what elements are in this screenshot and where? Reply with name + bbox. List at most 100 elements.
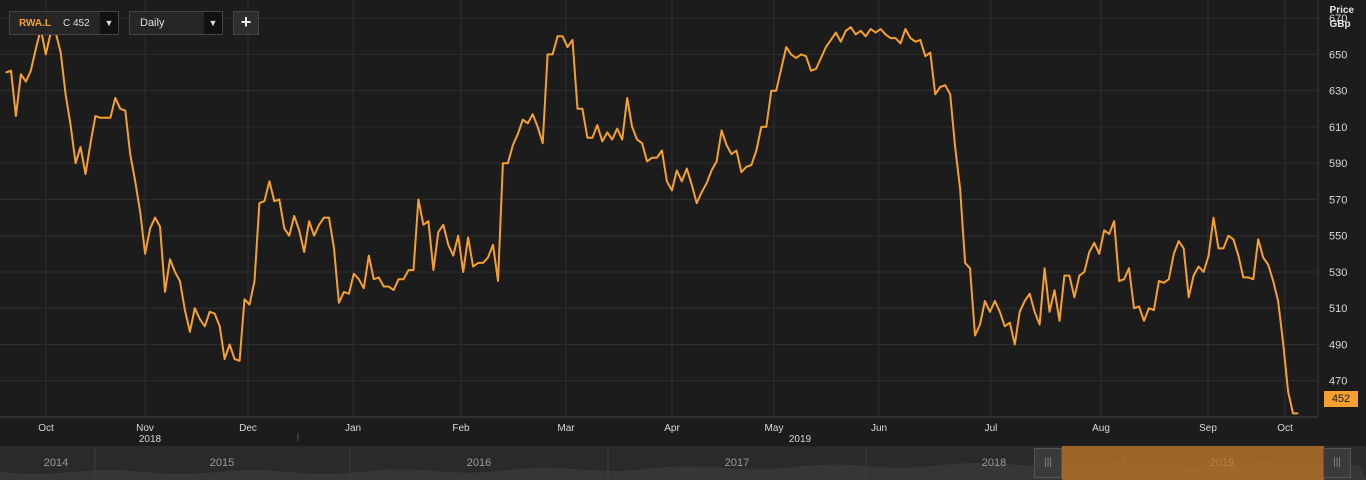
data-point <box>596 124 598 126</box>
data-point <box>1108 233 1110 235</box>
data-point <box>154 217 156 219</box>
x-tick-label: Mar <box>557 423 575 434</box>
x-tick-label: Sep <box>1199 423 1217 434</box>
x-year-label: 2019 <box>789 434 812 445</box>
data-point <box>139 211 141 213</box>
data-point <box>1039 323 1041 326</box>
data-point <box>576 108 579 110</box>
data-point <box>611 139 613 141</box>
range-handle-right[interactable]: ||| <box>1323 448 1351 478</box>
data-point <box>542 142 544 144</box>
data-point <box>1267 264 1269 266</box>
data-point <box>1163 282 1165 284</box>
data-point <box>939 86 941 88</box>
chevron-down-icon[interactable]: ▼ <box>100 12 118 34</box>
x-tick-label: Jun <box>871 423 887 434</box>
data-point <box>875 31 877 34</box>
y-tick-label: 670 <box>1329 13 1347 25</box>
data-point <box>765 126 767 128</box>
y-axis-unit: Price GBp <box>1330 4 1354 32</box>
data-point <box>452 255 454 257</box>
add-button[interactable]: + <box>233 11 259 35</box>
data-point <box>477 262 479 264</box>
data-point <box>1242 276 1244 278</box>
data-point <box>1148 307 1150 309</box>
data-point <box>979 323 981 326</box>
data-point <box>845 30 847 32</box>
data-point <box>1183 247 1185 249</box>
data-point <box>691 184 693 186</box>
data-point <box>10 70 12 72</box>
data-point <box>313 235 315 237</box>
data-point <box>472 265 474 268</box>
data-point <box>914 41 917 43</box>
data-point <box>502 162 504 164</box>
data-point <box>850 26 852 28</box>
data-point <box>894 37 897 39</box>
selected-range[interactable] <box>1062 446 1324 480</box>
data-point <box>706 182 708 184</box>
data-point <box>1024 300 1026 302</box>
data-point <box>1143 320 1145 322</box>
range-navigator[interactable]: 201420152016201720182019 ||| ||| <box>0 446 1366 480</box>
data-point <box>1014 343 1016 346</box>
data-point <box>562 35 564 37</box>
data-point <box>581 108 584 110</box>
data-point <box>994 300 996 302</box>
data-point <box>15 115 17 117</box>
data-point <box>740 171 743 173</box>
data-point <box>79 146 82 148</box>
data-point <box>363 287 365 289</box>
data-point <box>855 33 857 36</box>
data-point <box>298 229 300 231</box>
data-point <box>989 311 991 313</box>
navigator-year-label: 2018 <box>982 457 1006 469</box>
data-point <box>323 217 325 219</box>
ticker-selector[interactable]: RWA.L C 452 ▼ <box>9 11 119 35</box>
data-point <box>1292 412 1294 414</box>
data-point <box>964 262 966 264</box>
data-point <box>417 198 419 200</box>
data-point <box>1098 253 1100 255</box>
chevron-down-icon[interactable]: ▼ <box>204 12 222 34</box>
data-point <box>388 285 390 288</box>
data-point <box>383 285 385 288</box>
data-point <box>239 360 241 362</box>
data-point <box>288 235 290 237</box>
x-tick-label: Nov <box>136 423 154 434</box>
data-point <box>229 343 231 346</box>
range-handle-left[interactable]: ||| <box>1034 448 1062 478</box>
data-point <box>795 57 797 59</box>
data-point <box>656 157 658 159</box>
data-point <box>248 304 251 306</box>
price-chart: 470 490 510 530 550 570 590 610 630 650 670 Oct Nov… <box>0 0 1348 445</box>
data-point <box>889 37 892 39</box>
data-point <box>805 55 807 57</box>
data-point <box>661 149 663 152</box>
data-point <box>1068 275 1070 277</box>
data-point <box>537 126 539 128</box>
data-point <box>204 325 206 327</box>
data-point <box>358 278 360 280</box>
data-point <box>1073 296 1075 298</box>
data-point <box>666 180 668 182</box>
data-point <box>1168 278 1170 280</box>
data-point <box>84 173 87 175</box>
data-point <box>1188 296 1190 298</box>
data-point <box>1019 311 1021 313</box>
ticker-symbol: RWA.L <box>19 18 52 29</box>
navigator-year-label: 2017 <box>725 457 749 469</box>
data-point <box>820 57 822 59</box>
data-point <box>676 169 678 171</box>
data-point <box>745 166 748 168</box>
data-point <box>1208 255 1210 257</box>
data-point <box>1128 267 1130 269</box>
data-point <box>681 180 683 182</box>
data-point <box>35 48 37 50</box>
navigator-year-label: 2014 <box>44 457 68 469</box>
data-point <box>999 311 1001 313</box>
data-point <box>179 280 181 282</box>
y-axis-labels: 470 490 510 530 550 570 590 610 630 650 670 <box>1329 13 1347 388</box>
period-selector[interactable]: Daily ▼ <box>129 11 223 35</box>
y-tick-label: 550 <box>1329 231 1347 243</box>
